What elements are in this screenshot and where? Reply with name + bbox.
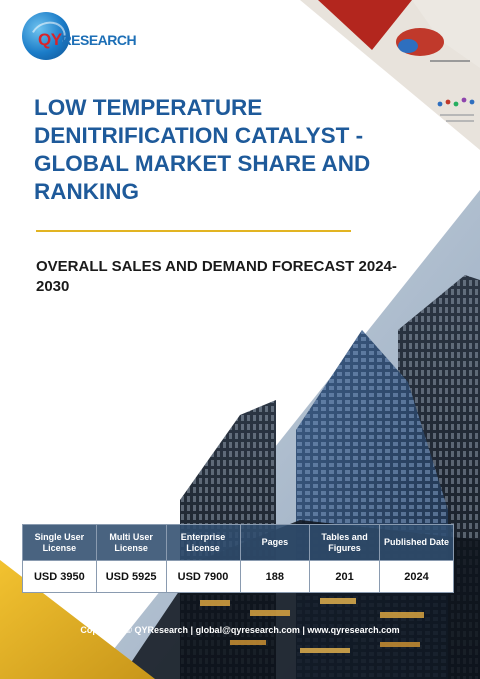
header-tables-and-figures: Tables and Figures (309, 524, 380, 561)
header-published-date: Published Date (378, 524, 455, 561)
pricing-table: Single User License Multi User License E… (22, 524, 455, 593)
header-multi-user-license: Multi User License (95, 524, 167, 561)
copyright-footer: Copyright © QYResearch | global@qyresear… (80, 625, 400, 635)
value-published-date: 2024 (378, 560, 455, 593)
logo-wordmark: QYRESEARCH (38, 30, 137, 49)
value-pages: 188 (239, 560, 311, 593)
dashboard-photo (300, 0, 480, 150)
header-enterprise-license: Enterprise License (165, 524, 241, 561)
header-pages: Pages (239, 524, 311, 561)
value-tables-and-figures: 201 (309, 560, 380, 593)
value-enterprise-license: USD 7900 (165, 560, 241, 593)
pricing-header-row: Single User License Multi User License E… (22, 524, 455, 561)
qyresearch-logo: QYRESEARCH (20, 8, 150, 68)
value-single-user-license: USD 3950 (22, 560, 97, 593)
globe-icon (22, 12, 70, 60)
title-divider (36, 230, 351, 232)
header-single-user-license: Single User License (22, 524, 97, 561)
report-title: LOW TEMPERATURE DENITRIFICATION CATALYST… (34, 95, 371, 204)
pricing-value-row: USD 3950 USD 5925 USD 7900 188 201 2024 (22, 560, 455, 593)
report-subtitle: OVERALL SALES AND DEMAND FORECAST 2024-2… (36, 258, 397, 295)
value-multi-user-license: USD 5925 (95, 560, 167, 593)
